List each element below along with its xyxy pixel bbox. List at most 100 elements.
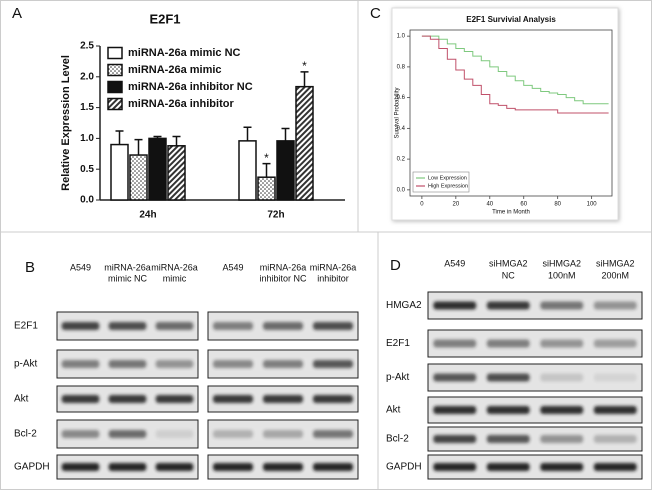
lane-label: A549 xyxy=(70,262,91,272)
legend-swatch xyxy=(107,97,123,111)
lane-label: mimic NC xyxy=(108,273,147,283)
x-tick-label: 60 xyxy=(520,202,527,208)
blot-band xyxy=(155,430,194,438)
blot-band xyxy=(61,395,100,403)
survival-curve xyxy=(421,35,609,114)
blot-band xyxy=(313,463,353,471)
blot-band xyxy=(263,360,303,368)
chart-title: E2F1 Survivial Analysis xyxy=(466,15,556,24)
panel-label: B xyxy=(25,259,35,276)
blot-row-label: Akt xyxy=(14,394,29,405)
blot-row-label: HMGA2 xyxy=(386,300,422,311)
y-tick-label: 1.5 xyxy=(80,102,94,113)
legend-label: High Expression xyxy=(428,183,468,189)
bar xyxy=(167,145,186,201)
y-tick-label: 0.8 xyxy=(397,64,406,70)
blot-band xyxy=(486,463,530,471)
bar xyxy=(148,137,167,201)
blot-band xyxy=(593,406,637,414)
y-axis-label: Relative Expression Level xyxy=(60,55,72,191)
blot-band xyxy=(213,395,253,403)
bar xyxy=(257,176,276,201)
blot-band xyxy=(593,435,637,443)
blot-band xyxy=(263,463,303,471)
blot-row-label: E2F1 xyxy=(386,338,410,349)
error-bar xyxy=(115,130,124,145)
lane-label: siHMGA2 xyxy=(542,258,581,268)
blot-band xyxy=(433,463,477,471)
lane-label: miRNA-26a xyxy=(151,262,198,272)
bar xyxy=(129,154,148,201)
y-tick-label: 0.0 xyxy=(397,187,406,193)
x-tick-label: 72h xyxy=(267,210,284,221)
blot-band xyxy=(313,360,353,368)
blot-band xyxy=(61,360,100,368)
y-tick-label: 0.0 xyxy=(80,195,94,206)
legend-label: miRNA-26a mimic xyxy=(128,64,222,76)
blot-band xyxy=(155,395,194,403)
blot-row-label: p-Akt xyxy=(386,372,410,383)
blot-row-label: GAPDH xyxy=(14,462,50,473)
lane-label: NC xyxy=(502,270,515,280)
blot-row-label: Bcl-2 xyxy=(14,429,37,440)
blot-band xyxy=(108,360,147,368)
blot-band xyxy=(61,322,100,330)
blot-band xyxy=(263,395,303,403)
blot-band xyxy=(213,430,253,438)
blot-row-label: GAPDH xyxy=(386,462,422,473)
error-bar xyxy=(153,135,162,139)
bar xyxy=(110,143,129,201)
lane-label: inhibitor xyxy=(317,273,349,283)
blot-band xyxy=(61,430,100,438)
x-tick-label: 20 xyxy=(452,202,459,208)
y-tick-label: 2.0 xyxy=(80,71,94,82)
blot-band xyxy=(486,435,530,443)
blot-band xyxy=(540,406,584,414)
lane-label: miRNA-26a xyxy=(104,262,151,272)
bar xyxy=(238,140,257,201)
y-tick-label: 2.5 xyxy=(80,41,94,52)
legend-label: miRNA-26a inhibitor NC xyxy=(128,81,253,93)
bar xyxy=(295,85,314,201)
x-tick-label: 24h xyxy=(139,210,156,221)
blot-band xyxy=(263,322,303,330)
lane-label: siHMGA2 xyxy=(596,258,635,268)
blot-row-label: p-Akt xyxy=(14,359,38,370)
blot-band xyxy=(108,322,147,330)
error-bar xyxy=(172,135,181,146)
blot-band xyxy=(263,430,303,438)
y-tick-label: 0.5 xyxy=(80,164,94,175)
error-bar xyxy=(281,127,290,141)
x-axis-label: Time in Month xyxy=(492,210,530,216)
panel-label: C xyxy=(370,5,381,22)
error-bar xyxy=(262,162,271,178)
lane-label: 200nM xyxy=(601,270,629,280)
blot-band xyxy=(155,322,194,330)
x-tick-label: 80 xyxy=(554,202,561,208)
blot-band xyxy=(433,339,477,348)
lane-label: A549 xyxy=(222,262,243,272)
blot-band xyxy=(155,360,194,368)
blot-band xyxy=(593,373,637,382)
blot-band xyxy=(486,373,530,382)
lane-label: miRNA-26a xyxy=(260,262,307,272)
blot-band xyxy=(433,435,477,443)
blot-band xyxy=(213,463,253,471)
error-bar xyxy=(243,126,252,141)
blot-band xyxy=(433,373,477,382)
blot-band xyxy=(540,301,584,310)
blot-band xyxy=(213,360,253,368)
blot-band xyxy=(593,301,637,310)
blot-band xyxy=(108,463,147,471)
blot-band xyxy=(213,322,253,330)
blot-row-label: Akt xyxy=(386,405,401,416)
blot-band xyxy=(433,301,477,310)
blot-band xyxy=(313,395,353,403)
panel-label: A xyxy=(12,5,22,22)
blot-band xyxy=(540,373,584,382)
legend-swatch xyxy=(107,46,123,60)
blot-band xyxy=(540,435,584,443)
legend-swatch xyxy=(107,80,123,94)
error-bar xyxy=(300,71,309,87)
blot-band xyxy=(486,339,530,348)
